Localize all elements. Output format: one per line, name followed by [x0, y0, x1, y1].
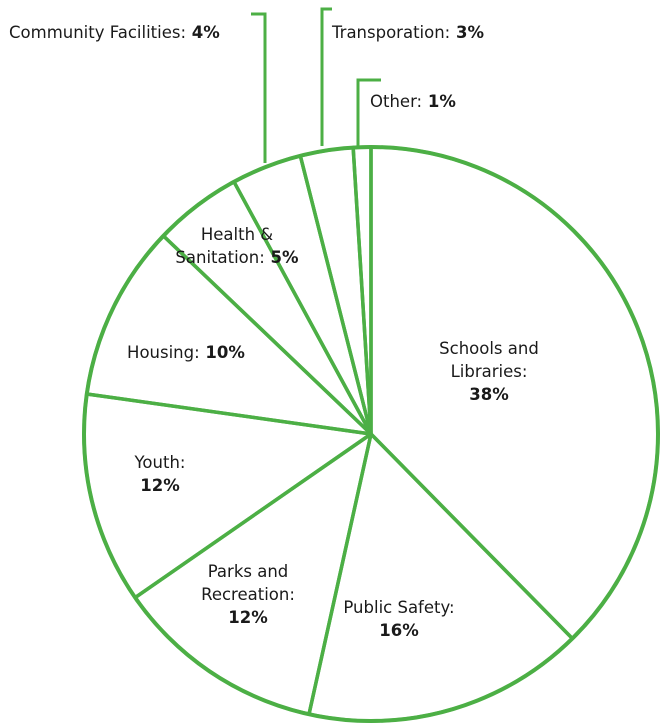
- pie-slice-parks: [133, 432, 373, 716]
- pie-slice-schools: [369, 145, 660, 641]
- slice-value: 12%: [140, 476, 180, 495]
- slice-value: 16%: [379, 621, 419, 640]
- pie-slice-housing: [85, 234, 373, 436]
- slice-label-text: Health &: [201, 225, 273, 244]
- slice-labels: Schools and Libraries: 38% Public Safety: 16…: [9, 23, 539, 640]
- slice-label-text: Public Safety:: [343, 598, 454, 617]
- leader-lines: [251, 7, 381, 163]
- slice-label-housing: Housing: 10%: [127, 343, 245, 362]
- slice-label-text: Recreation:: [201, 585, 295, 604]
- slice-label-health: Health & Sanitation: 5%: [175, 225, 299, 267]
- slice-label-text: Transporation:: [331, 23, 450, 42]
- slice-label-community: Community Facilities: 4%: [9, 23, 220, 42]
- pie-slice-other: [351, 145, 373, 436]
- slice-label-text: Other:: [370, 92, 422, 111]
- slice-label-transportation: Transporation: 3%: [331, 23, 484, 42]
- slice-label-text: Libraries:: [451, 362, 528, 381]
- slice-value: 3%: [450, 23, 484, 42]
- slice-label-other: Other: 1%: [370, 92, 456, 111]
- slice-label-parks: Parks and Recreation: 12%: [201, 562, 295, 627]
- slice-value: 1%: [422, 92, 456, 111]
- slice-label-text: Youth:: [134, 453, 186, 472]
- slice-label-schools: Schools and Libraries: 38%: [439, 339, 539, 404]
- slice-label-text: Community Facilities:: [9, 23, 186, 42]
- slice-label-text: Sanitation:: [175, 248, 264, 267]
- pie-slice-public-safety: [307, 432, 575, 723]
- slice-label-text: Schools and: [439, 339, 539, 358]
- slice-value: 4%: [186, 23, 220, 42]
- slice-value: 10%: [200, 343, 246, 362]
- slice-value: 12%: [228, 608, 268, 627]
- pie-slice-youth: [82, 392, 373, 600]
- slice-label-text: Housing:: [127, 343, 200, 362]
- pie-slices: [82, 145, 660, 723]
- slice-value: 5%: [265, 248, 299, 267]
- slice-label-public-safety: Public Safety: 16%: [343, 598, 454, 640]
- slice-label-youth: Youth: 12%: [134, 453, 186, 495]
- leader-line-community: [251, 12, 267, 163]
- leader-line-other: [356, 78, 381, 146]
- leader-line-transportation: [320, 7, 332, 146]
- slice-label-text: Parks and: [208, 562, 289, 581]
- slice-value: 38%: [469, 385, 509, 404]
